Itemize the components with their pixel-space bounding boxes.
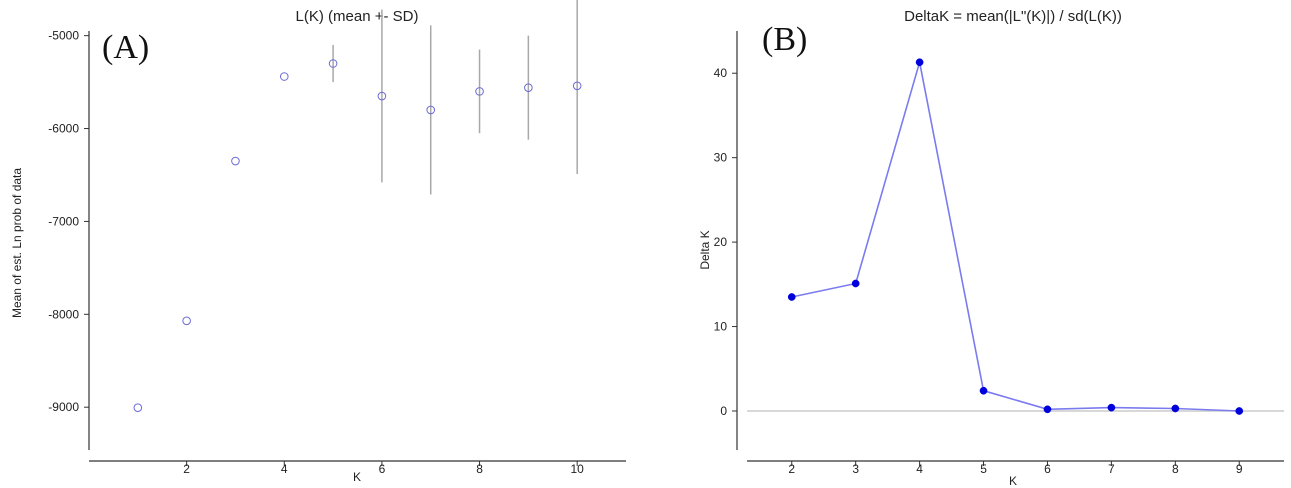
data-point	[1235, 407, 1244, 415]
data-point	[426, 105, 436, 115]
x-tick-label: 7	[1108, 462, 1115, 476]
y-tick-label: 30	[714, 151, 728, 165]
data-point	[377, 91, 387, 101]
x-tick-label: 10	[571, 462, 585, 476]
x-tick-label: 3	[852, 462, 859, 476]
data-point	[915, 58, 924, 67]
delta-k-line	[791, 61, 1240, 412]
data-point	[1171, 404, 1180, 413]
y-tick-label: 10	[714, 320, 728, 334]
panel-a-points	[133, 59, 582, 412]
data-point	[572, 81, 582, 91]
data-point	[1107, 403, 1116, 412]
data-point	[851, 279, 860, 288]
data-point	[231, 156, 240, 166]
y-tick-label: 20	[714, 235, 728, 249]
x-tick-label: 6	[379, 462, 386, 476]
panel-b-label: (B)	[762, 21, 807, 58]
data-point	[787, 293, 796, 301]
data-point	[328, 59, 338, 68]
panel-a-x-axis-label: K	[353, 470, 361, 484]
y-tick-label: -6000	[48, 122, 79, 136]
y-tick-label: -7000	[48, 214, 79, 228]
y-tick-label: -8000	[48, 307, 79, 321]
panel-a-y-axis-label: Mean of est. Ln prob of data	[10, 168, 24, 318]
panel-b: (B) DeltaK = mean(|L"(K)|) / sd(L(K)) K …	[698, 8, 1284, 488]
panel-b-title: DeltaK = mean(|L"(K)|) / sd(L(K))	[904, 8, 1122, 25]
y-tick-label: 40	[714, 66, 728, 80]
panel-b-y-axis-label: Delta K	[698, 230, 712, 269]
data-point	[1043, 405, 1052, 414]
x-tick-label: 5	[980, 462, 987, 476]
y-tick-label: 0	[720, 404, 727, 418]
x-tick-label: 9	[1236, 462, 1243, 476]
x-tick-label: 2	[183, 462, 190, 476]
panel-a-ticks: 2 4 6 8 10 -9000 -8000 -7000 -6000 -5000	[48, 29, 584, 476]
x-tick-label: 4	[281, 462, 288, 476]
panel-b-x-axis-label: K	[1009, 474, 1017, 488]
x-tick-label: 8	[476, 462, 483, 476]
data-point	[524, 83, 533, 92]
panel-a-title: L(K) (mean +- SD)	[296, 8, 419, 25]
y-tick-label: -9000	[48, 400, 79, 414]
data-point	[979, 386, 988, 395]
y-tick-label: -5000	[48, 29, 79, 43]
data-point	[182, 316, 191, 326]
panel-a-error-bars	[332, 0, 578, 195]
panel-b-series	[787, 58, 1244, 415]
data-point	[475, 87, 484, 96]
panel-a-label: (A)	[102, 29, 149, 66]
panel-a: (A) L(K) (mean +- SD) K Mean of est. Ln …	[10, 0, 626, 484]
x-tick-label: 2	[788, 462, 795, 476]
x-tick-label: 4	[916, 462, 923, 476]
x-tick-label: 6	[1044, 462, 1051, 476]
data-point	[279, 72, 289, 81]
panel-b-ticks: 2 3 4 5 6 7 8 9 0 10 20 30 40	[714, 66, 1243, 476]
x-tick-label: 8	[1172, 462, 1179, 476]
data-point	[133, 403, 143, 412]
